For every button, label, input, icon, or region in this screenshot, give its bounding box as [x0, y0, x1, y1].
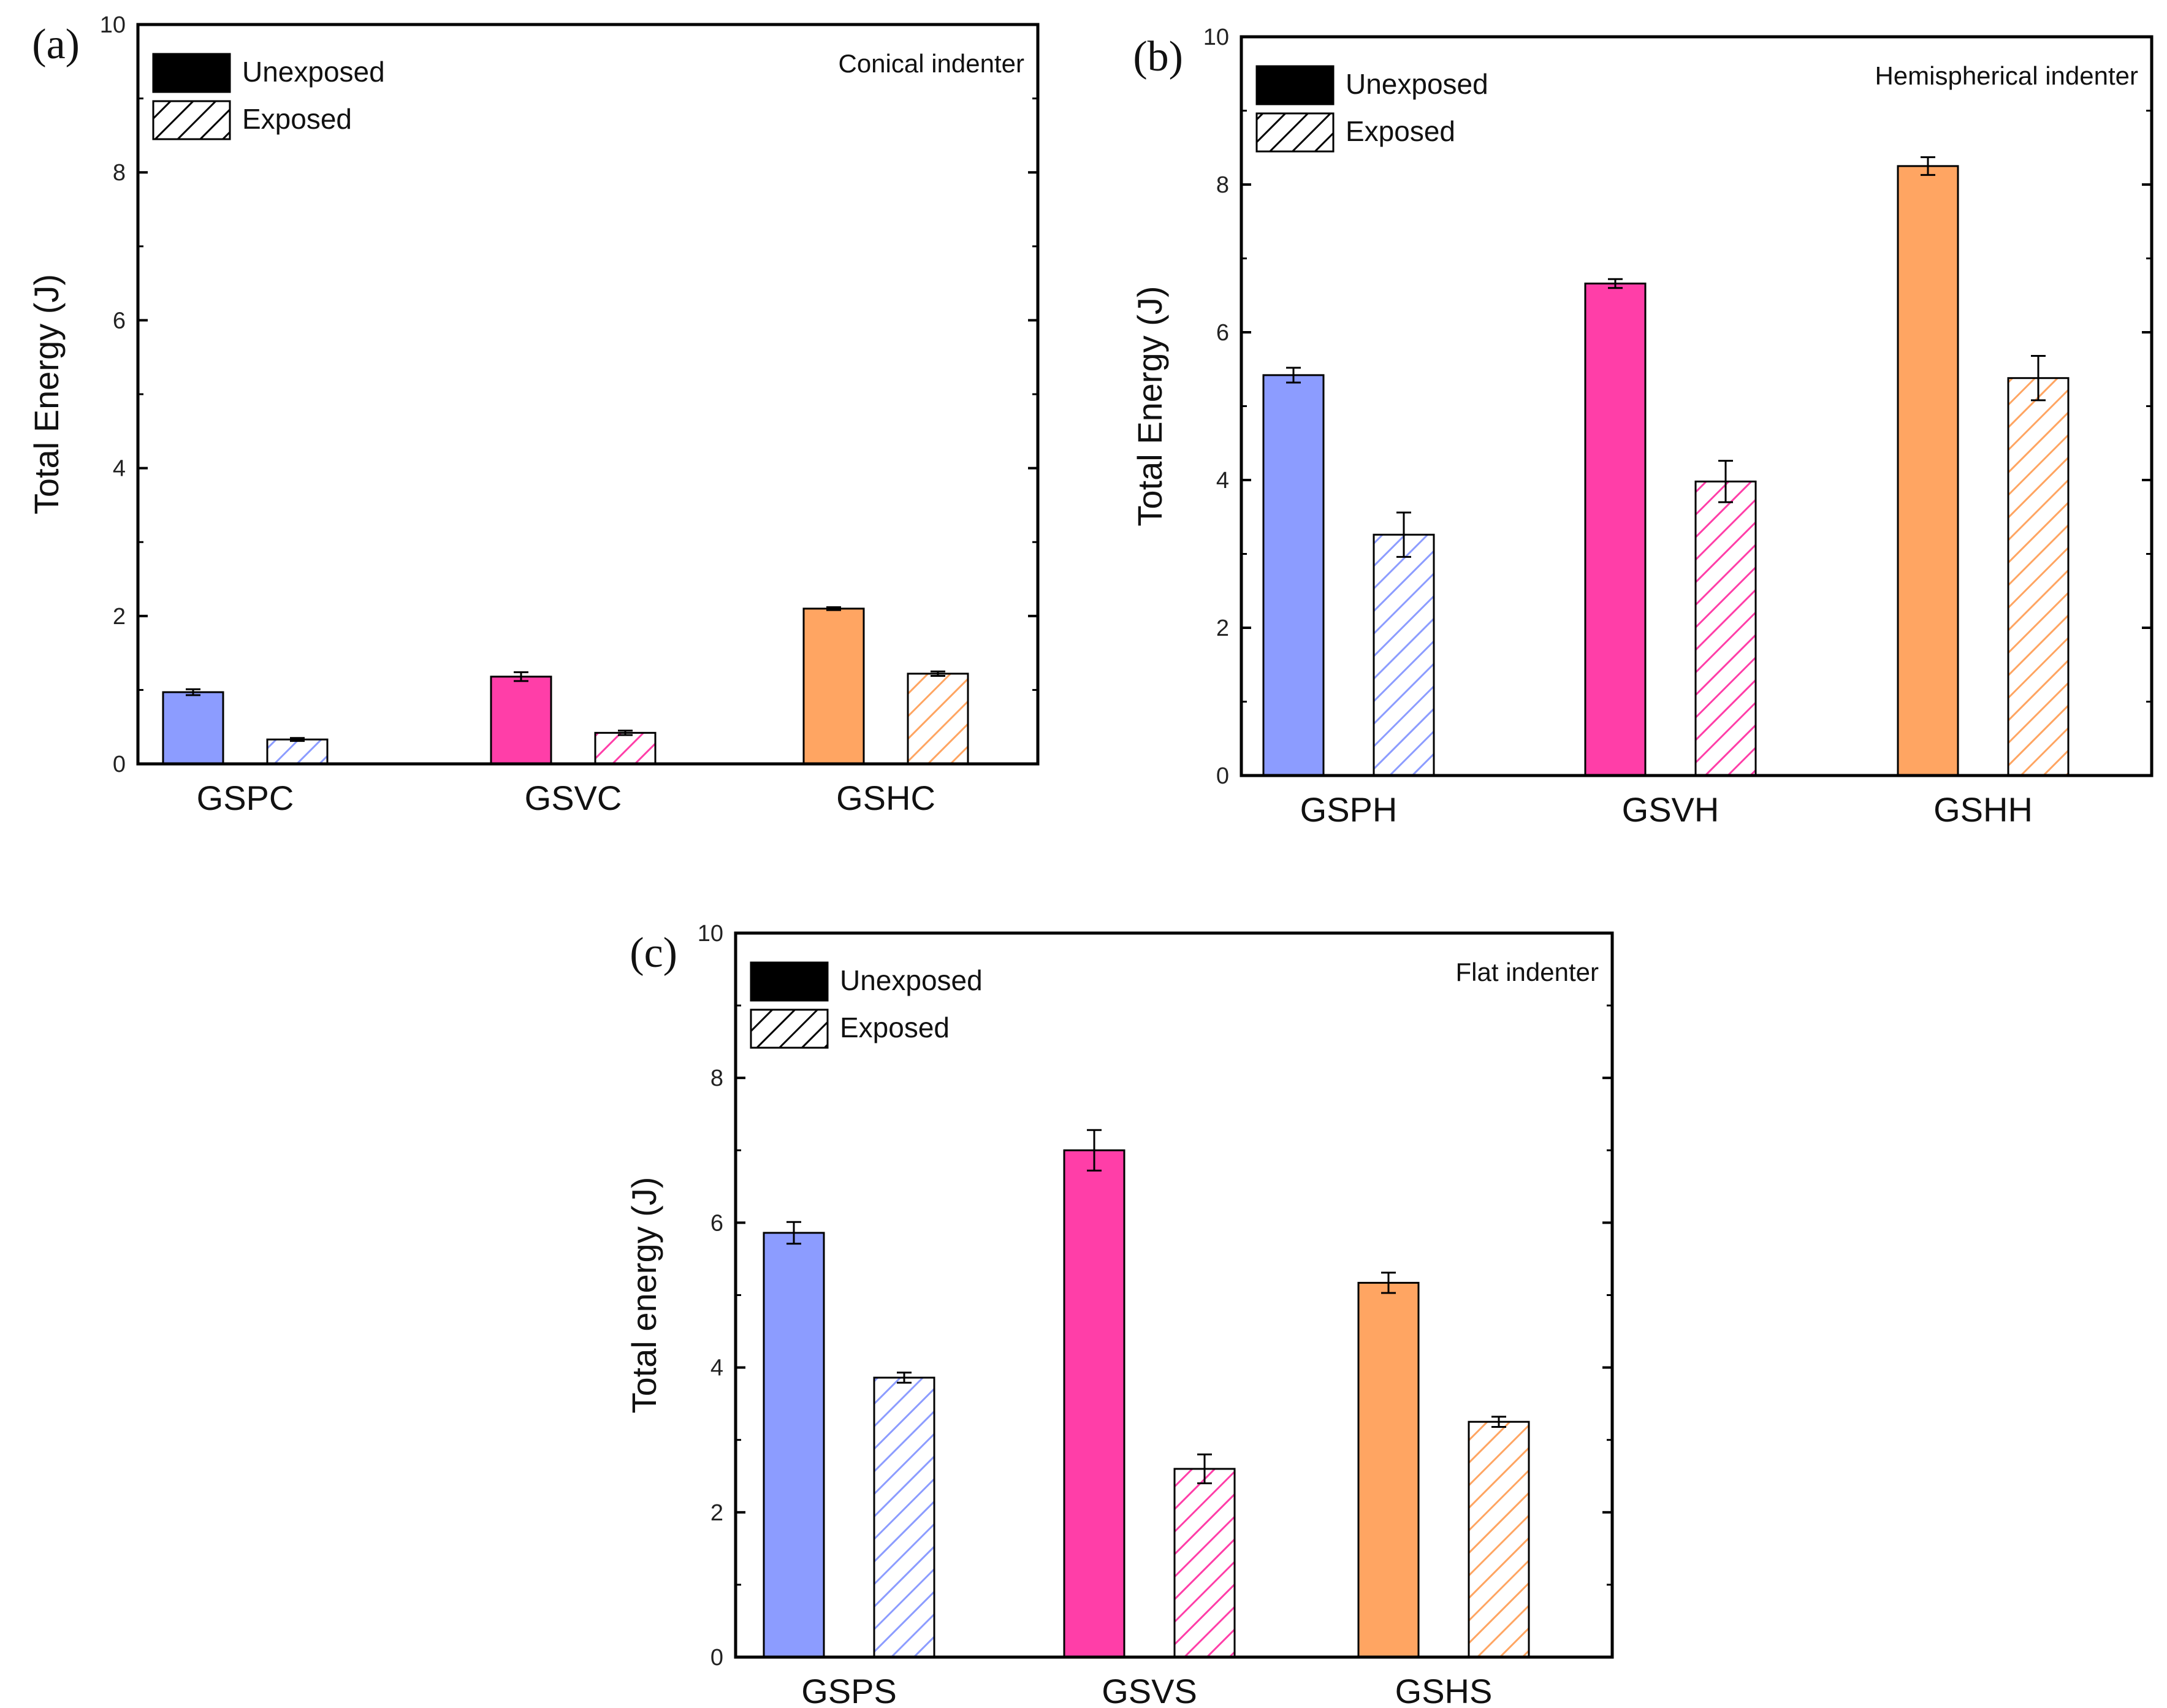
bar-GSPH-exposed: [1373, 533, 1435, 777]
error-bar-GSPC-unexposed: [186, 688, 200, 696]
y-axis-label: Total energy (J): [625, 1177, 663, 1414]
legend-label-exposed: Exposed: [1346, 115, 1455, 147]
x-tick-label-GSVS: GSVS: [1102, 1672, 1197, 1708]
bar-GSHH-unexposed: [1897, 165, 1959, 777]
x-tick-label-GSHC: GSHC: [836, 779, 935, 817]
y-tick-label: 6: [113, 308, 126, 334]
chart-panel-0: GSPC GSVC GSHC 0 2 4 6 8 10 Total Energy (J) (a) Co…: [27, 12, 1040, 817]
y-tick-label: 8: [1216, 172, 1229, 198]
y-tick-label: 8: [113, 160, 126, 186]
bar-GSPS-exposed: [873, 1376, 935, 1658]
legend-label-unexposed: Unexposed: [840, 964, 983, 996]
legend-swatch-exposed: [1255, 112, 1335, 153]
y-tick-label: 0: [710, 1645, 723, 1671]
y-tick-label: 4: [1216, 468, 1229, 494]
error-bar-GSPS-exposed: [897, 1371, 912, 1384]
legend-swatch-exposed: [750, 1008, 829, 1049]
chart-panel-2: GSPS GSVS GSHS 0 2 4 6 8 10 Total energy (J) (c) Fl…: [625, 921, 1614, 1708]
error-bar-GSVH-unexposed: [1608, 278, 1623, 289]
bar-GSHS-exposed: [1468, 1420, 1530, 1658]
bar-GSVH-exposed: [1694, 480, 1757, 777]
plot-frame: [136, 23, 1040, 766]
panel-label: (b): [1133, 33, 1183, 80]
y-tick-label: 8: [710, 1066, 723, 1091]
error-bar-GSHH-unexposed: [1921, 156, 1935, 176]
y-tick-label: 2: [1216, 616, 1229, 641]
legend-swatch-unexposed: [152, 53, 231, 93]
bar-GSPS-unexposed: [763, 1232, 825, 1658]
bar-GSHS-unexposed: [1357, 1281, 1420, 1658]
legend-swatch-exposed: [152, 100, 231, 140]
x-tick-label-GSVC: GSVC: [525, 779, 622, 817]
x-tick-label-GSHH: GSHH: [1933, 790, 2033, 829]
legend-label-unexposed: Unexposed: [242, 56, 385, 88]
y-axis-label: Total Energy (J): [27, 274, 66, 514]
bar-GSVH-unexposed: [1584, 282, 1647, 777]
error-bar-GSHC-exposed: [931, 670, 945, 677]
panel-label: (c): [630, 929, 677, 977]
chart-title: Conical indenter: [838, 49, 1024, 78]
y-tick-label: 10: [100, 12, 126, 38]
legend-label-exposed: Exposed: [242, 103, 352, 135]
error-bar-GSVC-unexposed: [514, 671, 528, 682]
x-tick-label-GSVH: GSVH: [1622, 790, 1720, 829]
y-tick-label: 10: [698, 921, 723, 947]
bar-GSVC-unexposed: [490, 676, 552, 765]
legend-label-unexposed: Unexposed: [1346, 68, 1488, 100]
y-axis-label: Total Energy (J): [1130, 286, 1169, 526]
bar-GSPC-unexposed: [162, 691, 224, 765]
y-tick-label: 6: [1216, 320, 1229, 346]
x-tick-label-GSPH: GSPH: [1300, 790, 1398, 829]
bar-GSVS-exposed: [1173, 1468, 1236, 1658]
error-bar-GSVS-unexposed: [1087, 1129, 1102, 1172]
error-bar-GSVH-exposed: [1718, 460, 1733, 503]
y-tick-label: 10: [1203, 25, 1229, 50]
bar-GSHH-exposed: [2007, 377, 2070, 777]
x-tick-label-GSPS: GSPS: [801, 1672, 897, 1708]
error-bar-GSHS-unexposed: [1381, 1271, 1396, 1294]
x-tick-label-GSHS: GSHS: [1395, 1672, 1493, 1708]
y-tick-label: 0: [113, 752, 126, 777]
error-bar-GSPS-unexposed: [786, 1221, 801, 1245]
error-bar-GSHS-exposed: [1491, 1416, 1506, 1428]
chart-panel-1: GSPH GSVH GSHH 0 2 4 6 8 10 Total Energy (J) (b) He…: [1130, 25, 2154, 829]
bar-GSHC-unexposed: [802, 608, 865, 765]
error-bar-GSVS-exposed: [1197, 1453, 1212, 1485]
bar-GSVS-unexposed: [1063, 1149, 1125, 1658]
legend-swatch-unexposed: [750, 961, 829, 1002]
x-tick-label-GSPC: GSPC: [197, 779, 294, 817]
bar-GSVC-exposed: [594, 731, 657, 765]
error-bar-GSHH-exposed: [2031, 355, 2046, 402]
y-tick-label: 0: [1216, 763, 1229, 789]
bar-GSPH-unexposed: [1262, 374, 1325, 777]
panel-label: (a): [32, 21, 80, 68]
bar-GSHC-exposed: [907, 673, 969, 765]
bar-GSPC-exposed: [266, 738, 329, 765]
error-bar-GSPH-exposed: [1396, 511, 1411, 558]
chart-title: Hemispherical indenter: [1875, 61, 2138, 90]
y-tick-label: 4: [710, 1355, 723, 1381]
y-tick-label: 6: [710, 1210, 723, 1236]
y-tick-label: 2: [113, 604, 126, 630]
error-bar-GSPH-unexposed: [1286, 367, 1301, 384]
y-tick-label: 4: [113, 456, 126, 482]
y-tick-label: 2: [710, 1500, 723, 1526]
error-bar-GSVC-exposed: [618, 730, 633, 736]
legend-swatch-unexposed: [1255, 65, 1335, 105]
error-bar-GSPC-exposed: [290, 737, 305, 742]
legend-label-exposed: Exposed: [840, 1012, 950, 1043]
error-bar-GSHC-unexposed: [826, 606, 841, 611]
chart-title: Flat indenter: [1456, 958, 1599, 986]
